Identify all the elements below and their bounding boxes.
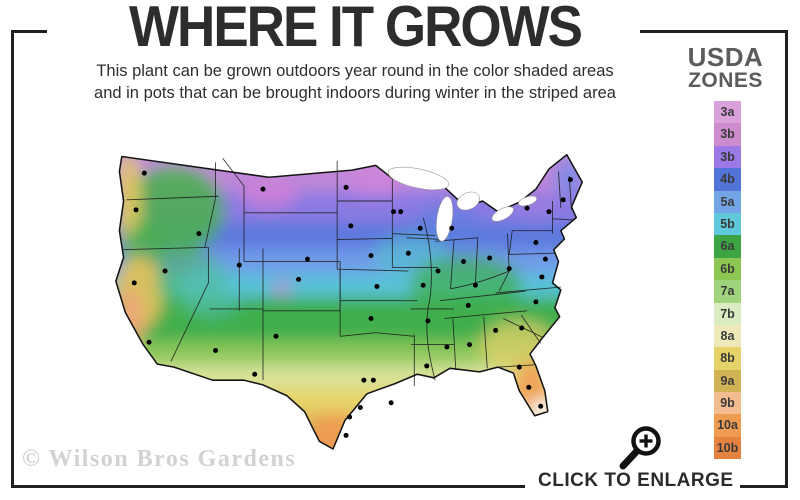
watermark: © Wilson Bros Gardens xyxy=(22,446,297,472)
subtitle: This plant can be grown outdoors year ro… xyxy=(35,60,675,105)
legend-zone-swatch-7-6b: 6b xyxy=(714,257,741,281)
legend-zone-swatch-11-8b: 8b xyxy=(714,347,741,370)
legend-zone-swatch-1-3b: 3b xyxy=(714,123,741,146)
frame-top-left-segment xyxy=(11,30,47,33)
legend-zone-swatch-2-3b: 3b xyxy=(714,145,741,169)
frame-left-edge xyxy=(11,30,14,488)
usda-zones-heading: USDA ZONES xyxy=(668,44,783,91)
us-hardiness-map-svg xyxy=(115,153,583,450)
frame-bottom-right-segment xyxy=(740,485,788,488)
usda-label: USDA xyxy=(687,42,764,72)
magnifying-glass-plus-icon[interactable] xyxy=(612,422,668,478)
great-lakes xyxy=(387,166,538,242)
city-dots xyxy=(131,170,573,438)
legend-zone-swatch-6-6a: 6a xyxy=(714,235,741,258)
zones-label: ZONES xyxy=(688,69,763,92)
legend-zone-swatch-9-7b: 7b xyxy=(714,302,741,325)
legend-zone-swatch-3-4b: 4b xyxy=(714,168,741,191)
legend-zone-swatch-4-5a: 5a xyxy=(714,190,741,213)
legend-zone-swatch-14-10a: 10a xyxy=(714,414,741,437)
frame-top-right-segment xyxy=(640,30,788,33)
click-to-enlarge-button[interactable]: CLICK TO ENLARGE xyxy=(538,470,734,491)
zone-color-shading xyxy=(115,154,583,450)
zone-legend: 3a 3b 3b 4b 5a 5b 6a 6b 7a 7b 8a 8b 9a 9b 10a 10b xyxy=(714,101,741,460)
frame-bottom-left-segment xyxy=(11,485,525,488)
legend-zone-swatch-8-7a: 7a xyxy=(714,280,741,303)
page-title: WHERE IT GROWS xyxy=(129,0,583,59)
subtitle-line-2: and in pots that can be brought indoors … xyxy=(94,84,616,103)
legend-zone-swatch-15-10b: 10b xyxy=(714,436,741,460)
legend-zone-swatch-5-5b: 5b xyxy=(714,212,741,236)
legend-zone-swatch-10-8a: 8a xyxy=(714,324,741,348)
subtitle-line-1: This plant can be grown outdoors year ro… xyxy=(96,62,614,80)
legend-zone-swatch-0-3a: 3a xyxy=(714,101,741,124)
legend-zone-swatch-12-9a: 9a xyxy=(714,369,741,393)
frame-right-edge xyxy=(785,30,788,488)
usda-zone-map[interactable] xyxy=(58,112,646,468)
legend-zone-swatch-13-9b: 9b xyxy=(714,392,741,415)
